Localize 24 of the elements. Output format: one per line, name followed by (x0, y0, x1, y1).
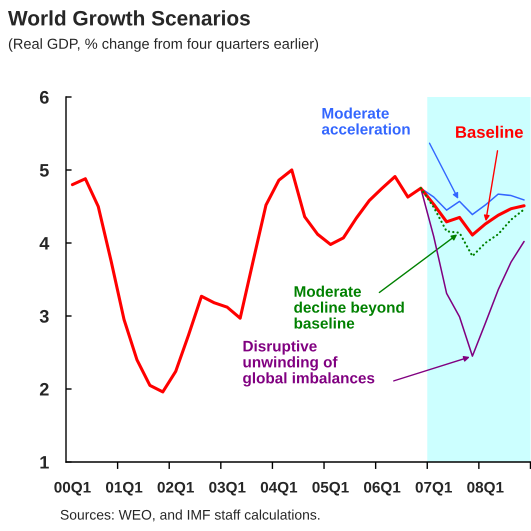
chart-title: World Growth Scenarios (8, 10, 250, 26)
y-tick-label: 4 (40, 237, 50, 250)
x-tick-label: 00Q1 (54, 482, 91, 496)
line-series (420, 187, 526, 258)
y-tick-label: 2 (40, 382, 49, 396)
y-tick-label: 5 (40, 164, 49, 177)
x-tick-label: 07Q1 (416, 482, 452, 496)
x-tick-label: 04Q1 (260, 482, 298, 496)
x-tick-label: 02Q1 (158, 482, 194, 496)
text: Moderate acceleration (322, 107, 410, 135)
chart-subtitle: (Real GDP, % change from four quarters earlier) (8, 38, 318, 52)
text: Baseline (456, 126, 523, 138)
y-tick-label: 3 (40, 310, 49, 323)
x-tick-label: 08Q1 (467, 482, 504, 496)
line-series (70, 168, 526, 394)
source-note: Sources: WEO, and IMF staff calculations. (60, 510, 320, 522)
x-tick-label: 03Q1 (209, 482, 246, 496)
x-tick-label: 01Q1 (106, 482, 142, 496)
y-tick-label: 1 (40, 456, 49, 469)
x-tick-label: 06Q1 (364, 482, 400, 496)
text: Moderate decline beyond baseline (294, 286, 404, 329)
x-tick-label: 05Q1 (312, 482, 349, 496)
y-tick-label: 6 (40, 90, 49, 104)
legend-label: Disruptive unwinding of global imbalances (243, 340, 374, 387)
